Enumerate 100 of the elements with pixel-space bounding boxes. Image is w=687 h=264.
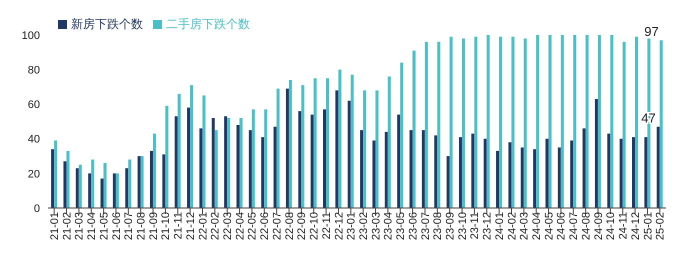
x-tick-label: 24-09: [592, 212, 605, 240]
data-label: 97: [644, 24, 659, 40]
bar: [486, 35, 490, 208]
bar: [274, 126, 277, 208]
bar: [88, 173, 92, 208]
x-tick-label: 22-07: [271, 212, 284, 240]
bar: [76, 168, 79, 208]
bar: [610, 35, 614, 208]
bar: [264, 109, 268, 208]
bar: [622, 42, 626, 208]
x-tick-label: 24-06: [556, 212, 568, 240]
bar: [335, 90, 338, 208]
x-tick-label: 23-08: [432, 212, 444, 240]
bar: [582, 128, 586, 208]
bar: [214, 130, 218, 208]
bar: [450, 36, 453, 208]
bar: [375, 90, 378, 208]
bar: [598, 35, 601, 208]
bar: [162, 154, 166, 208]
bar: [66, 150, 70, 208]
bar: [632, 137, 636, 208]
bar: [348, 100, 351, 208]
bar: [594, 99, 598, 208]
bar: [424, 42, 428, 208]
bar: [635, 36, 638, 208]
bar: [586, 35, 589, 208]
y-tick-label: 40: [28, 134, 40, 146]
bar: [236, 124, 240, 208]
bar: [212, 118, 215, 208]
x-tick-label: 22-11: [320, 212, 333, 240]
x-tick-label: 22-05: [246, 212, 259, 240]
bar: [310, 114, 314, 208]
bar: [138, 156, 141, 208]
x-tick-label: 22-03: [222, 212, 234, 240]
x-tick-label: 21-08: [136, 212, 148, 240]
x-tick-label: 24-02: [506, 212, 518, 240]
bar: [573, 35, 576, 208]
bar: [165, 106, 168, 208]
bar: [261, 137, 264, 208]
x-tick-label: 24-01: [494, 212, 506, 240]
bar: [239, 118, 242, 208]
bar: [150, 150, 153, 208]
bar: [286, 88, 289, 208]
x-tick-label: 21-02: [61, 212, 74, 240]
x-tick-label: 23-07: [420, 212, 432, 240]
y-tick-label: 20: [28, 168, 40, 180]
bar: [422, 130, 425, 208]
bar: [496, 150, 500, 208]
bar: [63, 161, 66, 208]
bar: [660, 40, 663, 208]
x-tick-label: 21-12: [184, 212, 197, 240]
bar: [471, 134, 474, 208]
bar: [410, 130, 413, 208]
bar: [360, 130, 364, 208]
bar: [187, 108, 190, 208]
x-tick-label: 23-12: [482, 212, 494, 240]
bar: [338, 70, 342, 208]
bar: [412, 50, 416, 208]
bar: [644, 137, 648, 208]
bar: [314, 78, 317, 208]
x-tick-label: 21-07: [123, 212, 136, 240]
bar: [533, 149, 536, 208]
x-tick-label: 21-05: [98, 212, 110, 240]
x-tick-label: 21-06: [110, 212, 123, 240]
bar: [372, 140, 376, 208]
bar: [499, 36, 502, 208]
bar: [116, 173, 119, 208]
bar: [437, 42, 440, 208]
bar: [128, 160, 132, 208]
bar: [112, 173, 116, 208]
bar: [178, 94, 181, 208]
bar: [100, 178, 104, 208]
y-tick-label: 0: [34, 202, 40, 215]
bar: [54, 140, 58, 208]
x-tick-label: 24-12: [630, 212, 642, 240]
bar: [400, 62, 404, 208]
bar: [545, 138, 548, 208]
x-tick-label: 23-06: [407, 212, 420, 240]
x-tick-label: 22-12: [333, 212, 346, 240]
x-tick-label: 24-07: [568, 212, 580, 240]
legend-label: 新房下跌个数: [71, 17, 143, 31]
x-tick-label: 21-09: [148, 212, 160, 240]
bar: [288, 80, 292, 208]
bar: [248, 130, 252, 208]
bar: [252, 109, 255, 208]
x-tick-label: 24-11: [618, 212, 630, 240]
x-tick-label: 25-01: [642, 212, 654, 240]
bar: [104, 163, 107, 208]
bar: [656, 126, 660, 208]
bar: [202, 96, 206, 208]
bar: [350, 74, 354, 208]
x-tick-label: 23-11: [469, 212, 482, 240]
x-tick-label: 22-06: [259, 212, 272, 240]
x-tick-label: 21-03: [74, 212, 86, 240]
bar: [536, 35, 540, 208]
x-tick-label: 21-11: [172, 212, 185, 240]
bar: [484, 138, 487, 208]
x-tick-label: 22-04: [234, 212, 246, 240]
bar: [397, 114, 400, 208]
x-tick-label: 22-01: [197, 212, 210, 240]
